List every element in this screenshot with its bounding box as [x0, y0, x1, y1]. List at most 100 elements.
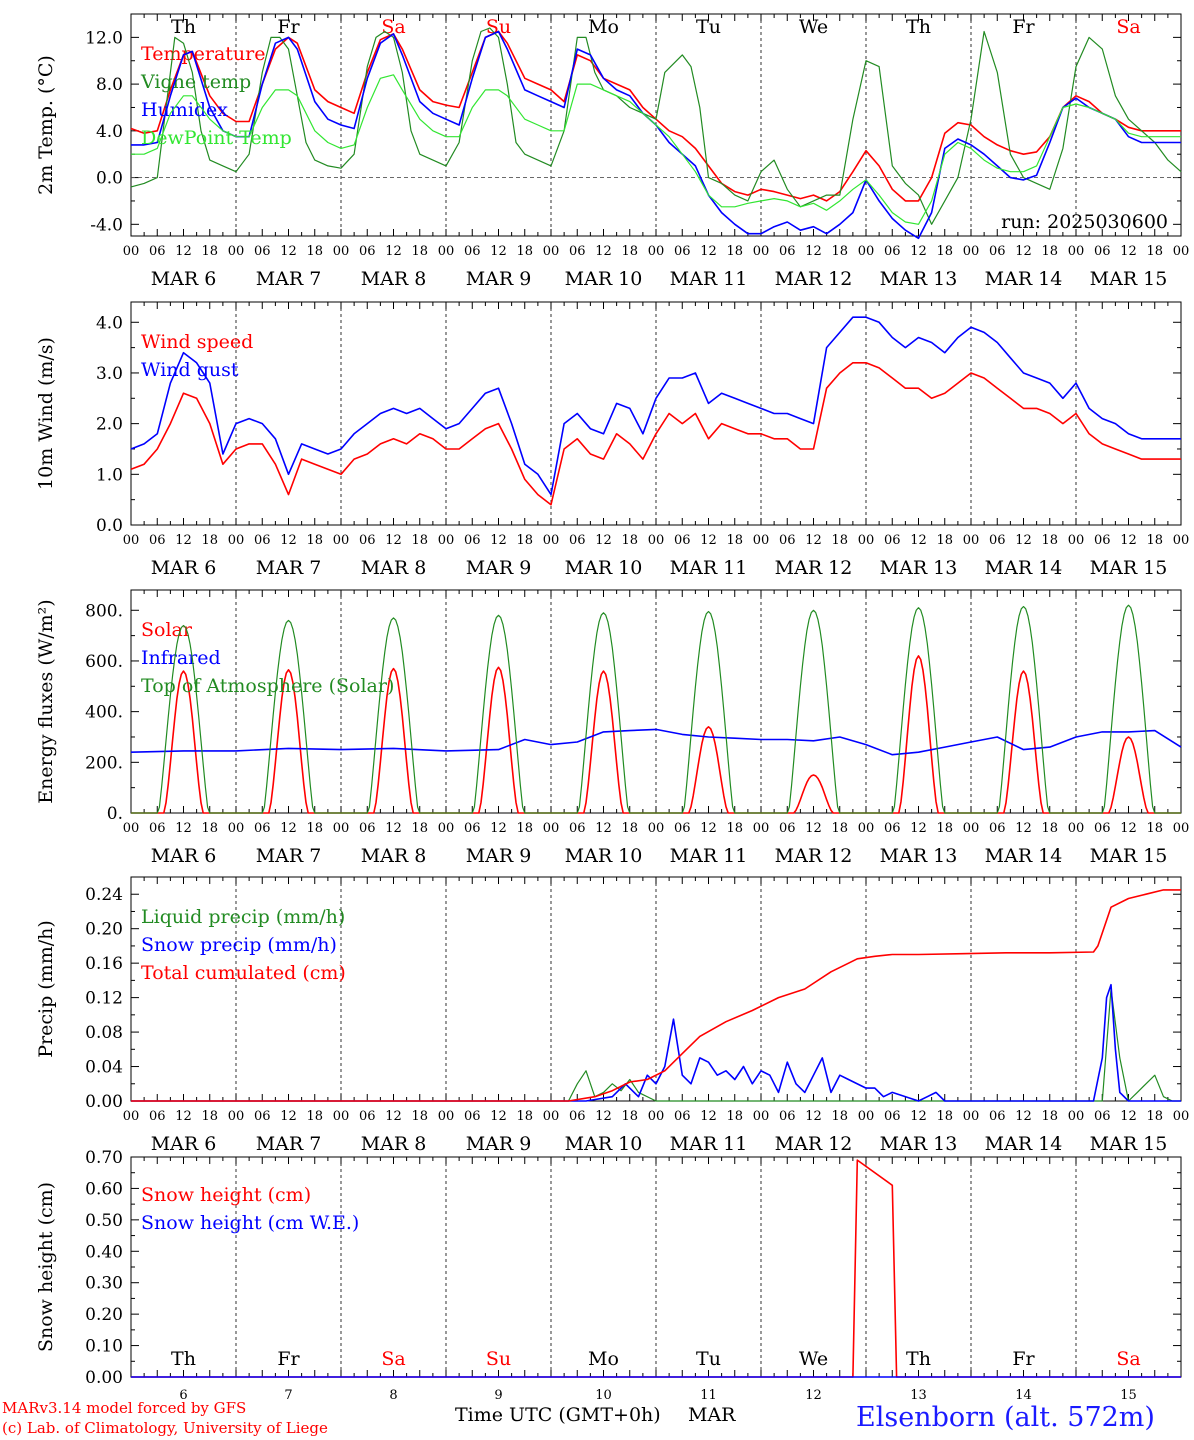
- hour-tick-label: 18: [516, 821, 533, 836]
- legend-entry: Solar: [141, 619, 193, 641]
- y-tick-label: 8.0: [96, 75, 123, 95]
- hour-tick-label: 06: [674, 533, 691, 548]
- y-tick-label: 400.: [85, 703, 123, 723]
- hour-tick-label: 00: [228, 821, 245, 836]
- y-tick-label: 0.30: [85, 1274, 123, 1294]
- legend-entry: Snow height (cm W.E.): [141, 1212, 359, 1234]
- hour-tick-label: 18: [1146, 821, 1163, 836]
- hour-tick-label: 18: [306, 1109, 323, 1124]
- series-line: [130, 728, 1182, 756]
- date-label: MAR 15: [1090, 845, 1168, 867]
- hour-tick-label: 18: [306, 821, 323, 836]
- hour-tick-label: 18: [936, 244, 953, 259]
- y-tick-label: 3.0: [96, 364, 123, 384]
- hour-tick-label: 00: [963, 244, 980, 259]
- hour-tick-label: 12: [280, 1109, 297, 1124]
- hour-tick-label: 12: [1120, 821, 1137, 836]
- weekday-label: Th: [171, 1348, 196, 1370]
- hour-tick-label: 06: [359, 1109, 376, 1124]
- hour-tick-label: 06: [674, 821, 691, 836]
- day-number-label: 13: [910, 1388, 927, 1403]
- hour-tick-label: 06: [1094, 1109, 1111, 1124]
- date-label: MAR 12: [775, 845, 853, 867]
- hour-tick-label: 12: [280, 533, 297, 548]
- date-label: MAR 7: [256, 268, 322, 290]
- date-label: MAR 15: [1090, 557, 1168, 579]
- hour-tick-label: 12: [280, 244, 297, 259]
- hour-tick-label: 12: [385, 821, 402, 836]
- y-tick-label: -4.0: [90, 215, 123, 235]
- day-number-label: 11: [700, 1388, 717, 1403]
- hour-tick-label: 00: [333, 244, 350, 259]
- hour-tick-label: 00: [753, 821, 770, 836]
- hour-tick-label: 00: [123, 244, 140, 259]
- hour-tick-label: 18: [1041, 533, 1058, 548]
- hour-tick-label: 06: [569, 1109, 586, 1124]
- legend-entry: Wind speed: [141, 331, 253, 353]
- hour-tick-label: 18: [831, 1109, 848, 1124]
- hour-tick-label: 06: [149, 821, 166, 836]
- y-tick-label: 0.70: [85, 1148, 123, 1168]
- hour-tick-label: 00: [963, 821, 980, 836]
- legend-entry: Infrared: [141, 647, 221, 669]
- weekday-label: Fr: [277, 16, 300, 38]
- hour-tick-label: 12: [385, 1109, 402, 1124]
- weekday-label: We: [799, 16, 828, 38]
- hour-tick-label: 00: [438, 821, 455, 836]
- date-label: MAR 7: [256, 1133, 322, 1155]
- y-tick-label: 0.0: [96, 169, 123, 189]
- hour-tick-label: 12: [1120, 244, 1137, 259]
- hour-tick-label: 00: [858, 1109, 875, 1124]
- y-tick-label: 800.: [85, 601, 123, 621]
- date-label: MAR 8: [361, 845, 427, 867]
- day-number-label: 6: [179, 1388, 187, 1403]
- hour-tick-label: 12: [700, 1109, 717, 1124]
- hour-tick-label: 18: [516, 1109, 533, 1124]
- y-tick-label: 4.0: [96, 122, 123, 142]
- hour-tick-label: 00: [333, 533, 350, 548]
- weekday-label: Tu: [696, 16, 721, 38]
- station-name: Elsenborn (alt. 572m): [856, 1402, 1155, 1433]
- weekday-label: Fr: [277, 1348, 300, 1370]
- hour-tick-label: 00: [438, 1109, 455, 1124]
- y-tick-label: 0.20: [85, 1305, 123, 1325]
- hour-tick-label: 12: [910, 1109, 927, 1124]
- day-number-label: 15: [1120, 1388, 1137, 1403]
- hour-tick-label: 12: [910, 821, 927, 836]
- hour-tick-label: 18: [1146, 1109, 1163, 1124]
- hour-tick-label: 06: [569, 244, 586, 259]
- hour-tick-label: 12: [1015, 533, 1032, 548]
- date-label: MAR 14: [985, 1133, 1063, 1155]
- hour-tick-label: 06: [1094, 821, 1111, 836]
- y-tick-label: 0.60: [85, 1179, 123, 1199]
- hour-tick-label: 18: [306, 533, 323, 548]
- hour-tick-label: 06: [254, 821, 271, 836]
- hour-tick-label: 18: [621, 533, 638, 548]
- weekday-label: Th: [906, 16, 931, 38]
- hour-tick-label: 00: [543, 244, 560, 259]
- date-label: MAR 15: [1090, 268, 1168, 290]
- weekday-label: Sa: [1116, 16, 1140, 38]
- y-tick-label: 4.0: [96, 313, 123, 333]
- hour-tick-label: 12: [595, 1109, 612, 1124]
- date-label: MAR 11: [670, 1133, 748, 1155]
- y-tick-label: 0.12: [85, 989, 123, 1009]
- y-tick-label: 600.: [85, 652, 123, 672]
- date-label: MAR 12: [775, 1133, 853, 1155]
- date-label: MAR 14: [985, 557, 1063, 579]
- hour-tick-label: 06: [569, 821, 586, 836]
- y-tick-label: 2.0: [96, 415, 123, 435]
- date-label: MAR 6: [151, 557, 217, 579]
- legend-entry: Wind gust: [141, 359, 239, 381]
- hour-tick-label: 12: [385, 244, 402, 259]
- hour-tick-label: 18: [516, 244, 533, 259]
- date-label: MAR 8: [361, 1133, 427, 1155]
- date-label: MAR 8: [361, 268, 427, 290]
- hour-tick-label: 06: [779, 533, 796, 548]
- y-tick-label: 0.08: [85, 1023, 123, 1043]
- hour-tick-label: 18: [726, 533, 743, 548]
- y-tick-label: 0.24: [85, 885, 123, 905]
- hour-tick-label: 12: [805, 244, 822, 259]
- hour-tick-label: 18: [201, 533, 218, 548]
- hour-tick-label: 18: [201, 1109, 218, 1124]
